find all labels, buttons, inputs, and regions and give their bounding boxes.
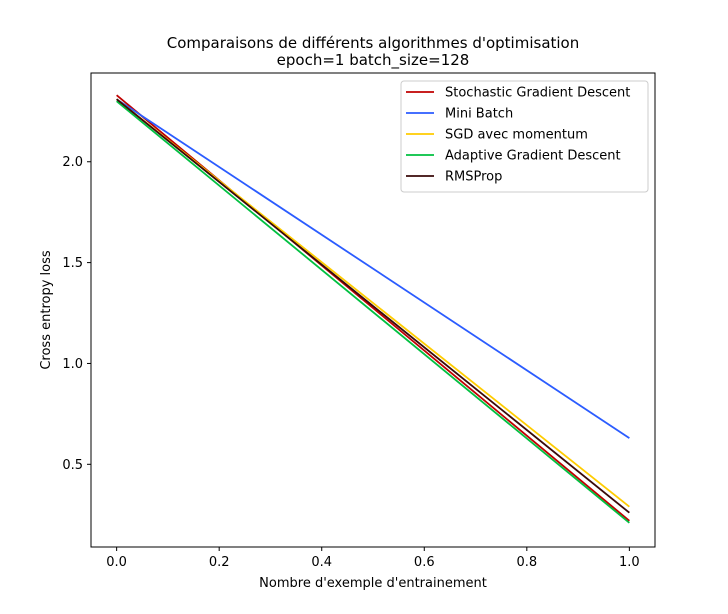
plot-lines xyxy=(116,94,630,524)
x-tick-label: 0.2 xyxy=(209,555,230,570)
legend-label-3: Adaptive Gradient Descent xyxy=(445,149,621,164)
legend-label-2: SGD avec momentum xyxy=(445,128,588,143)
y-tick-label: 0.5 xyxy=(62,458,83,473)
y-axis-ticks: 0.5 1.0 1.5 2.0 xyxy=(62,155,91,473)
x-tick-label: 0.6 xyxy=(414,555,435,570)
x-axis-ticks: 0.0 0.2 0.4 0.6 0.8 1.0 xyxy=(106,547,640,570)
plot-frame xyxy=(90,72,656,548)
y-tick-label: 1.5 xyxy=(62,256,83,271)
x-axis-label: Nombre d'exemple d'entrainement xyxy=(259,576,487,591)
series-line-3 xyxy=(116,100,630,524)
x-tick-label: 0.4 xyxy=(311,555,332,570)
legend: Stochastic Gradient Descent Mini Batch SGD… xyxy=(400,80,649,193)
legend-label-1: Mini Batch xyxy=(445,107,513,122)
x-tick-label: 0.0 xyxy=(106,555,127,570)
chart-title: Comparaisons de différents algorithmes d… xyxy=(167,34,580,52)
series-line-4 xyxy=(116,98,630,514)
y-tick-label: 2.0 xyxy=(62,155,83,170)
legend-box xyxy=(400,80,649,193)
y-axis-label: Cross entropy loss xyxy=(39,250,54,370)
legend-label-4: RMSProp xyxy=(445,170,502,185)
x-tick-label: 0.8 xyxy=(516,555,537,570)
y-tick-label: 1.0 xyxy=(62,357,83,372)
series-line-1 xyxy=(116,98,630,439)
legend-label-0: Stochastic Gradient Descent xyxy=(445,86,630,101)
chart-subtitle: epoch=1 batch_size=128 xyxy=(277,51,470,70)
x-tick-label: 1.0 xyxy=(619,555,640,570)
